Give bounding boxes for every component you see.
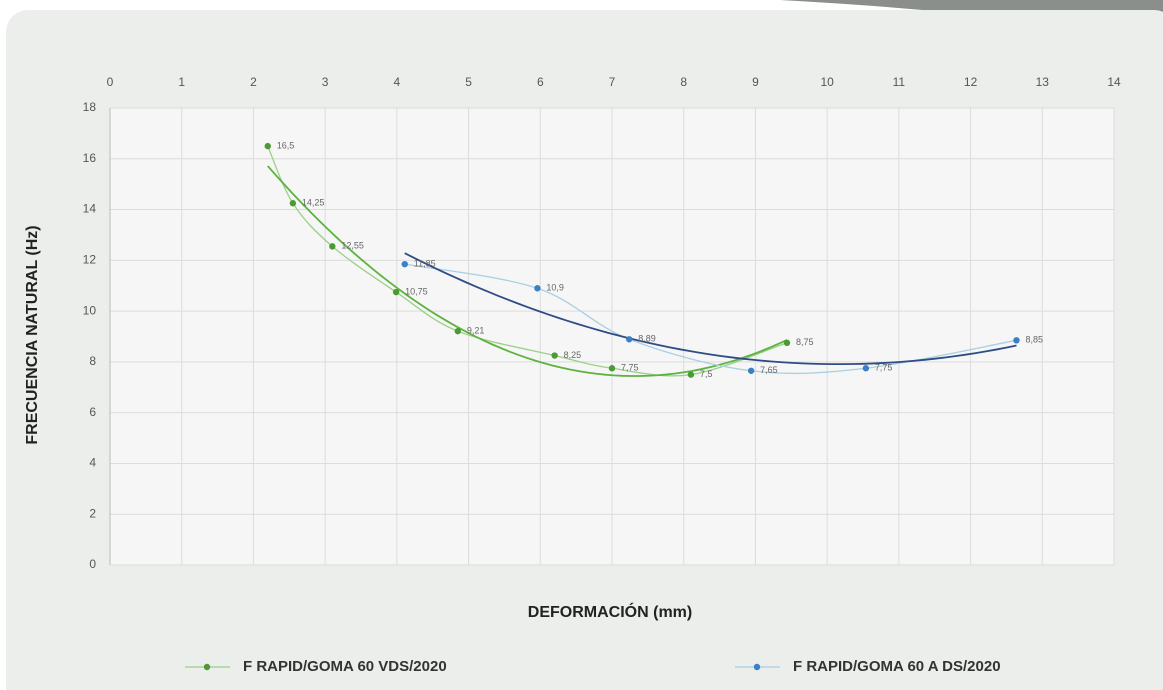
data-label: 8,89: [638, 334, 656, 344]
data-label: 7,5: [700, 369, 713, 379]
data-point: [264, 142, 271, 150]
data-point: [862, 365, 870, 372]
y-tick-label: 0: [89, 557, 96, 571]
data-label: 16,5: [277, 140, 295, 150]
x-tick-label: 11: [893, 75, 906, 89]
x-tick-label: 7: [609, 75, 616, 89]
legend-marker: [203, 663, 211, 671]
data-label: 12,55: [341, 241, 364, 251]
legend-label: F RAPID/GOMA 60 A DS/2020: [793, 658, 1001, 675]
trendline: [404, 252, 1017, 366]
series-line: [267, 145, 788, 377]
data-point: [329, 243, 336, 250]
data-point: [747, 367, 755, 374]
data-point: [626, 336, 633, 343]
data-label: 8,25: [564, 350, 582, 360]
x-axis-title: DEFORMACIÓN (mm): [528, 602, 692, 621]
y-tick-label: 2: [89, 506, 96, 520]
data-label: 9,21: [467, 326, 485, 336]
y-tick-label: 6: [89, 405, 96, 419]
legend-label: F RAPID/GOMA 60 VDS/2020: [243, 658, 447, 675]
data-label: 8,85: [1025, 335, 1043, 345]
x-tick-label: 4: [394, 75, 401, 89]
data-label: 7,75: [621, 363, 639, 373]
x-tick-label: 14: [1107, 75, 1121, 89]
y-tick-label: 14: [83, 202, 97, 216]
data-label: 7,75: [875, 363, 893, 373]
x-tick-label: 10: [820, 75, 834, 89]
data-label: 10,75: [405, 286, 428, 296]
y-tick-label: 18: [83, 100, 97, 114]
data-point: [289, 200, 297, 207]
y-tick-label: 4: [89, 456, 96, 470]
y-tick-label: 8: [89, 354, 96, 368]
data-point: [454, 327, 462, 335]
x-tick-label: 8: [680, 75, 687, 89]
trendline: [267, 165, 788, 377]
x-tick-label: 5: [465, 75, 472, 89]
data-point: [534, 285, 541, 292]
x-tick-label: 9: [752, 75, 759, 89]
data-label: 11,85: [414, 259, 436, 269]
data-point: [608, 365, 616, 372]
data-point: [783, 339, 791, 347]
y-tick-label: 10: [83, 303, 97, 317]
y-tick-label: 16: [83, 151, 97, 165]
data-label: 7,65: [760, 365, 778, 375]
data-point: [1013, 337, 1020, 344]
data-label: 8,75: [796, 337, 814, 347]
x-tick-label: 6: [537, 75, 544, 89]
x-tick-label: 13: [1036, 75, 1050, 89]
legend-marker: [753, 663, 761, 671]
x-tick-label: 0: [107, 75, 114, 89]
y-axis-title: FRECUENCIA NATURAL (Hz): [24, 225, 41, 444]
x-tick-label: 12: [964, 75, 978, 89]
x-tick-label: 2: [250, 75, 257, 89]
data-label: 10,9: [546, 283, 564, 293]
data-point: [392, 288, 400, 296]
x-tick-label: 1: [178, 75, 185, 89]
data-point: [551, 352, 558, 359]
y-tick-label: 12: [83, 253, 97, 267]
x-tick-label: 3: [322, 75, 329, 89]
data-label: 14,25: [302, 198, 325, 208]
data-point: [401, 260, 408, 268]
data-point: [687, 371, 695, 378]
series-line: [404, 263, 1017, 375]
